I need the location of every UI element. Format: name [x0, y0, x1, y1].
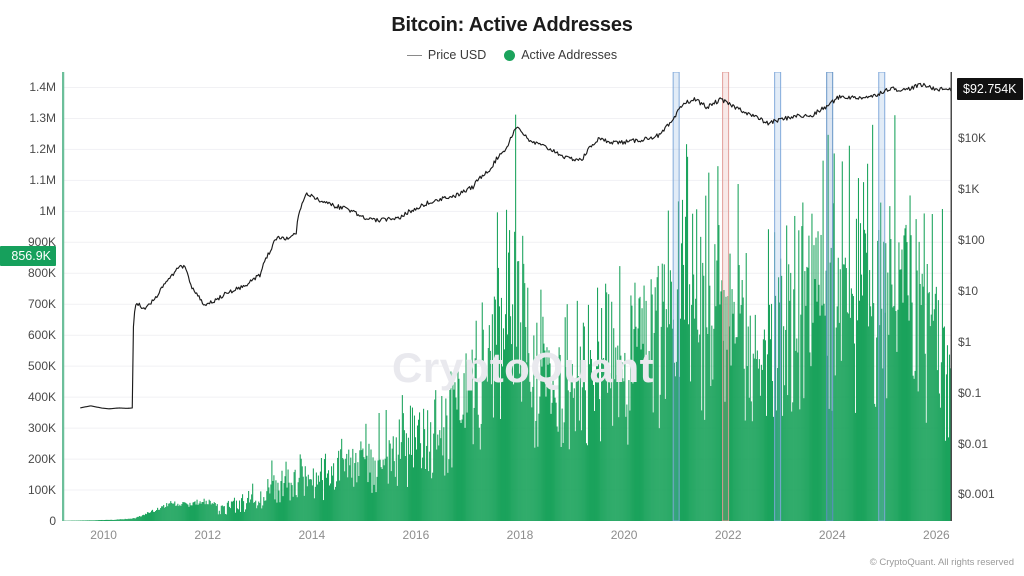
- x-axis-tick: 2024: [818, 528, 846, 542]
- x-axis-tick: 2010: [90, 528, 117, 542]
- y-axis-left-tick: 100K: [27, 483, 56, 498]
- y-axis-right-tick: $0.1: [958, 385, 982, 400]
- x-axis-tick: 2016: [402, 528, 430, 542]
- chart-canvas: [62, 72, 952, 521]
- y-axis-left-tick: 0: [49, 514, 56, 528]
- x-axis-ticks: 2010 2012 2014 2016 2018 2020 2022 2024 2026: [62, 528, 952, 548]
- legend-label-active-addresses: Active Addresses: [521, 48, 618, 62]
- y-axis-right-tick: $1: [958, 334, 972, 349]
- y-axis-right-tick: $0.001: [958, 487, 995, 502]
- y-axis-left-tick: 1.3M: [29, 111, 56, 126]
- page-title: Bitcoin: Active Addresses: [391, 14, 633, 36]
- y-axis-left-tick: 1.1M: [29, 173, 56, 188]
- y-axis-left-ticks: 0 100K 200K 300K 400K 500K 600K 700K 800K 900K 1M 1…: [0, 72, 56, 528]
- plot-area: CryptoQuant: [62, 72, 952, 521]
- x-axis-tick: 2018: [506, 528, 534, 542]
- price-value-badge: $92.754K: [957, 77, 1023, 100]
- y-axis-left-tick: 800K: [27, 266, 56, 281]
- x-axis-tick: 2012: [194, 528, 222, 542]
- x-axis-tick: 2014: [298, 528, 326, 542]
- x-axis-tick: 2026: [923, 528, 950, 542]
- vertical-marker-bands: [672, 72, 886, 521]
- y-axis-left-tick: 200K: [27, 452, 56, 467]
- y-axis-right-tick: $100: [958, 232, 985, 247]
- chart-legend: Price USD Active Addresses: [0, 48, 1024, 62]
- active-addresses-value-badge: 856.9K: [0, 245, 56, 266]
- y-axis-right-tick: $0.01: [958, 436, 989, 451]
- dot-marker-icon: [504, 49, 516, 61]
- y-axis-right-tick: $10K: [958, 131, 987, 146]
- legend-label-price-usd: Price USD: [427, 48, 487, 62]
- y-axis-left-tick: 600K: [27, 328, 56, 343]
- price-line: [80, 82, 952, 410]
- line-marker-icon: [406, 54, 422, 56]
- legend-item-price-usd[interactable]: Price USD: [406, 48, 487, 62]
- x-axis-tick: 2022: [714, 528, 742, 542]
- x-axis-tick: 2020: [610, 528, 638, 542]
- y-axis-right-tick: $1K: [958, 182, 980, 197]
- y-axis-left-tick: 700K: [27, 297, 56, 312]
- y-axis-left-tick: 500K: [27, 359, 56, 374]
- copyright-notice: © CryptoQuant. All rights reserved: [869, 557, 1014, 568]
- y-axis-right-ticks: $0.001 $0.01 $0.1 $1 $10 $100 $1K $10K: [958, 72, 1024, 521]
- y-axis-left-tick: 1.4M: [29, 80, 56, 95]
- y-axis-left-tick: 300K: [27, 421, 56, 436]
- y-axis-right-tick: $10: [958, 283, 979, 298]
- y-axis-left-tick: 400K: [27, 390, 56, 405]
- legend-item-active-addresses[interactable]: Active Addresses: [504, 48, 617, 62]
- bars-active-addresses: [62, 114, 952, 521]
- y-axis-left-tick: 1M: [39, 204, 56, 219]
- y-axis-left-tick: 1.2M: [29, 142, 56, 157]
